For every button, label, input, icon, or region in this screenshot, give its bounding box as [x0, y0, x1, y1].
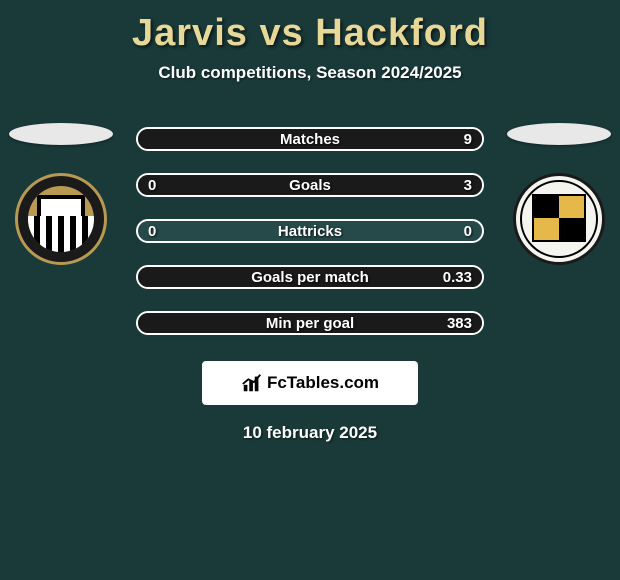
stat-right-value: 383: [442, 315, 472, 332]
stat-label: Min per goal: [266, 315, 354, 332]
stat-right-value: 0.33: [442, 269, 472, 286]
stat-label: Matches: [280, 131, 340, 148]
stats-column: Matches 9 0 Goals 3 0 Hattricks 0: [116, 95, 504, 335]
left-player-col: [6, 95, 116, 265]
stat-label: Goals: [289, 177, 331, 194]
stat-row-goals-per-match: Goals per match 0.33: [136, 265, 484, 289]
stat-left-value: 0: [148, 177, 178, 194]
brand-badge[interactable]: FcTables.com: [202, 361, 418, 405]
chart-icon: [241, 372, 263, 394]
stat-row-matches: Matches 9: [136, 127, 484, 151]
left-club-crest-icon: [15, 173, 107, 265]
stat-left-value: 0: [148, 223, 178, 240]
right-player-col: [504, 95, 614, 265]
right-club-crest-icon: [513, 173, 605, 265]
comparison-row: Matches 9 0 Goals 3 0 Hattricks 0: [0, 95, 620, 335]
date-text: 10 february 2025: [0, 423, 620, 443]
stat-row-goals: 0 Goals 3: [136, 173, 484, 197]
stat-label: Goals per match: [251, 269, 369, 286]
stat-right-value: 9: [442, 131, 472, 148]
left-flag-icon: [9, 123, 113, 145]
brand-text: FcTables.com: [267, 373, 379, 393]
stat-row-min-per-goal: Min per goal 383: [136, 311, 484, 335]
page-title: Jarvis vs Hackford: [0, 0, 620, 63]
right-flag-icon: [507, 123, 611, 145]
stat-row-hattricks: 0 Hattricks 0: [136, 219, 484, 243]
stat-label: Hattricks: [278, 223, 342, 240]
root: Jarvis vs Hackford Club competitions, Se…: [0, 0, 620, 443]
subtitle: Club competitions, Season 2024/2025: [0, 63, 620, 95]
stat-right-value: 3: [442, 177, 472, 194]
stat-right-value: 0: [442, 223, 472, 240]
